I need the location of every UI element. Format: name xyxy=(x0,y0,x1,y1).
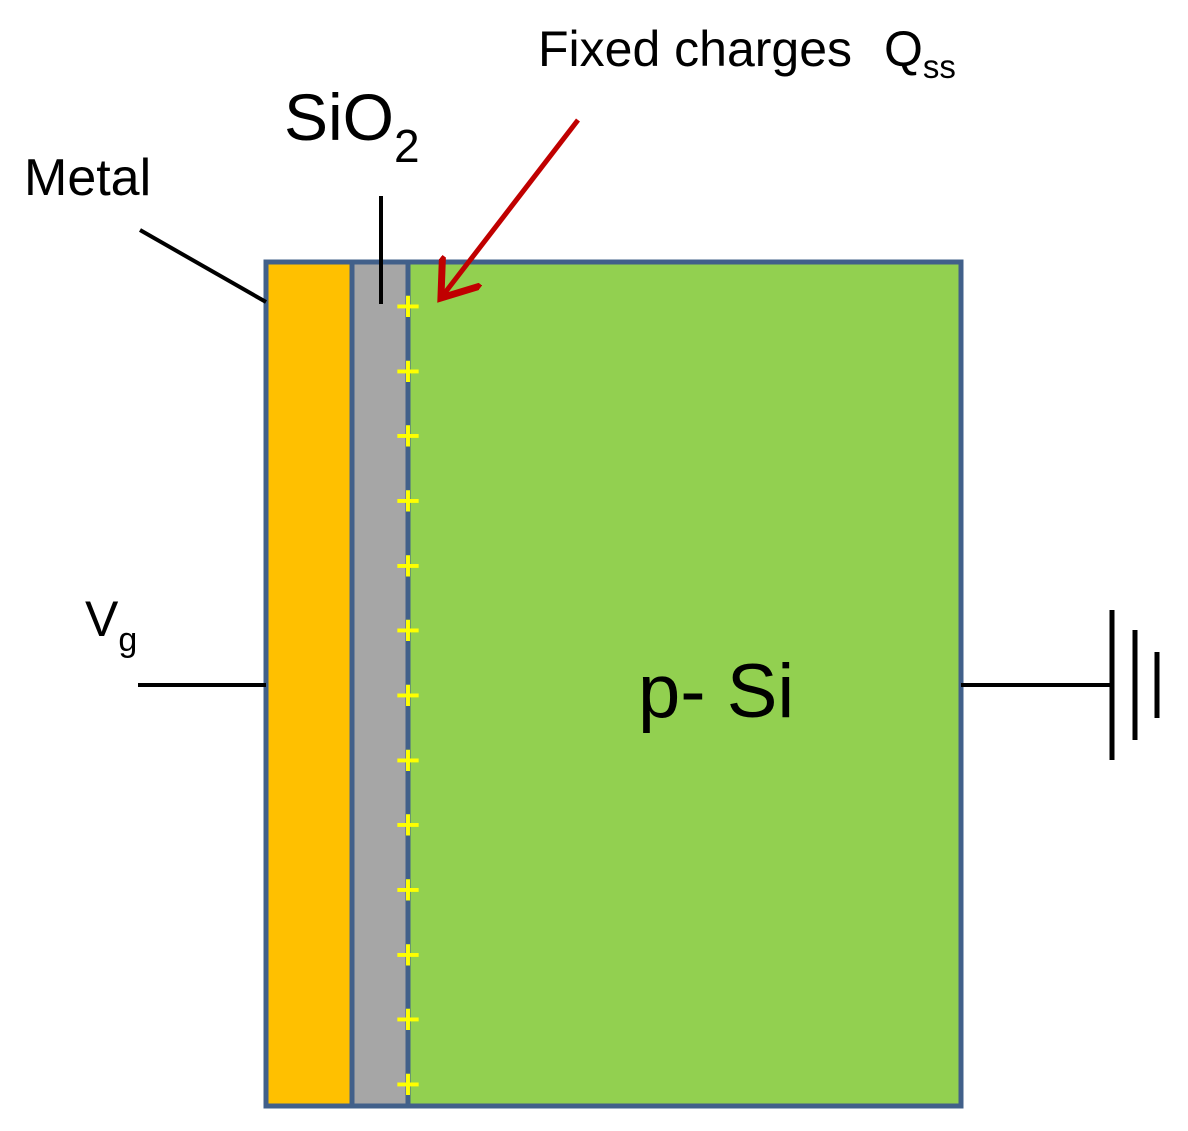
fixed-charge-plus: + xyxy=(394,286,423,326)
substrate-label: p- Si xyxy=(638,649,794,734)
metal-layer xyxy=(263,259,355,1109)
fixed-charges-label: Fixed charges Qss xyxy=(538,21,956,85)
fixed-charge-plus: + xyxy=(394,870,423,910)
oxide-label: SiO2 xyxy=(284,80,420,172)
fixed-charge-plus: + xyxy=(394,481,423,521)
metal-label: Metal xyxy=(24,149,151,207)
oxide-layer xyxy=(349,259,411,1109)
fixed-charge-plus: + xyxy=(394,934,423,974)
fixed-charge-plus: + xyxy=(394,610,423,650)
fixed-charges-group: + + + + + + + + + + + + + xyxy=(394,286,423,1104)
metal-leader-line xyxy=(139,228,267,304)
gate-voltage-label: Vg xyxy=(85,591,137,659)
fixed-charge-plus: + xyxy=(394,1064,423,1104)
silicon-substrate xyxy=(405,259,964,1109)
fixed-charge-plus: + xyxy=(394,351,423,391)
fixed-charge-plus: + xyxy=(394,999,423,1039)
fixed-charge-plus: + xyxy=(394,416,423,456)
ground-icon xyxy=(1109,610,1160,760)
fixed-charges-arrow xyxy=(444,118,580,294)
fixed-charge-plus: + xyxy=(394,545,423,585)
fixed-charge-plus: + xyxy=(394,740,423,780)
fixed-charge-plus: + xyxy=(394,805,423,845)
fixed-charge-plus: + xyxy=(394,675,423,715)
